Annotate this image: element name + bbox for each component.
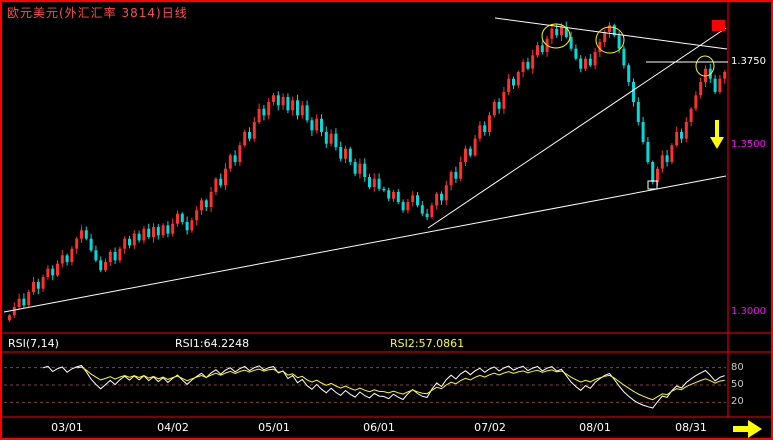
trendline-1 (3, 175, 727, 313)
rsi2-line (76, 366, 725, 401)
scroll-right-arrow[interactable] (733, 420, 762, 438)
trendline-2 (427, 27, 727, 229)
rsi-lines-layer (42, 364, 725, 409)
trendline-3 (494, 17, 728, 50)
peak-circle-annotation-3 (695, 55, 715, 77)
down-arrow-annotation (710, 120, 724, 149)
rsi-grid-layer (4, 367, 726, 403)
candles-layer (8, 21, 727, 322)
support-touch-box-annotation (647, 180, 658, 190)
peak-circle-annotation-1 (541, 23, 571, 49)
annotations-layer (3, 17, 762, 438)
red-square-marker (712, 20, 725, 31)
rsi1-line (42, 364, 725, 409)
peak-circle-annotation-2 (595, 26, 625, 54)
